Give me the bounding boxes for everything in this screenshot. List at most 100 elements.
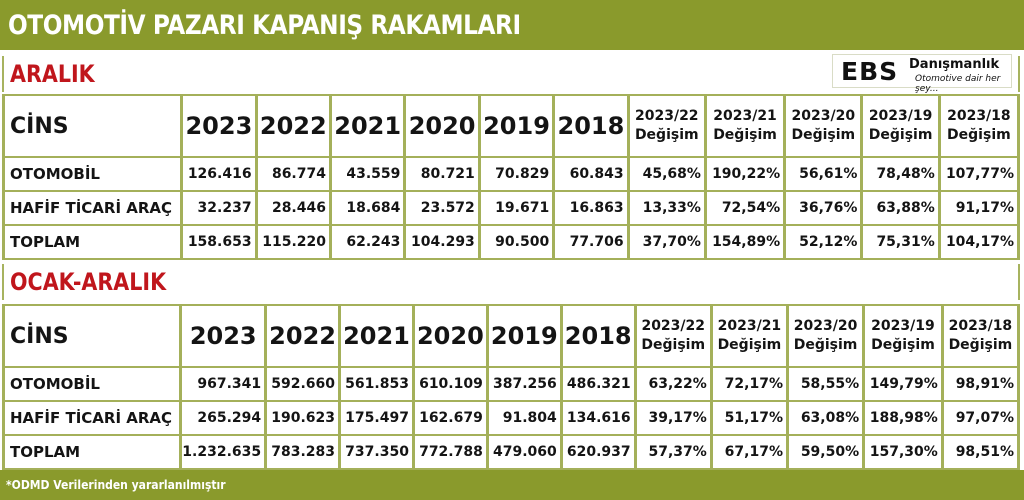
table-header-row: CİNS 2023 2022 2021 2020 2019 2018 2023/… xyxy=(5,96,1017,156)
cell: 479.060 xyxy=(488,436,560,468)
cell: 75,31% xyxy=(863,226,938,258)
cell: 36,76% xyxy=(786,192,861,224)
logo-mark: EBS xyxy=(841,57,899,86)
cell: 43.559 xyxy=(331,158,404,190)
header-change: 2023/20 Değişim xyxy=(788,306,863,366)
header-change: 2023/19 Değişim xyxy=(865,306,941,366)
logo-name: Danışmanlık xyxy=(909,57,1000,72)
change-period: 2023/20 xyxy=(791,108,856,124)
section-title: ARALIK xyxy=(10,60,95,88)
change-period: 2023/21 xyxy=(713,108,777,124)
change-period: 2023/21 xyxy=(717,318,782,334)
header-change: 2023/22 Değişim xyxy=(629,96,704,156)
cell: 149,79% xyxy=(865,368,941,400)
cell: 772.788 xyxy=(414,436,486,468)
cell: 115.220 xyxy=(257,226,329,258)
header-change: 2023/18 Değişim xyxy=(943,306,1017,366)
cell: 63,22% xyxy=(636,368,710,400)
cell: 91.804 xyxy=(488,402,560,434)
header-year: 2022 xyxy=(267,306,339,366)
cell: 91,17% xyxy=(940,192,1017,224)
cell: 58,55% xyxy=(788,368,863,400)
table-row: TOPLAM 1.232.635 783.283 737.350 772.788… xyxy=(5,436,1017,468)
cell: 610.109 xyxy=(414,368,486,400)
cell: 90.500 xyxy=(480,226,553,258)
cell: 62.243 xyxy=(331,226,404,258)
section-title: OCAK-ARALIK xyxy=(10,268,167,296)
cell: 190.623 xyxy=(267,402,339,434)
change-word: Değişim xyxy=(948,337,1013,353)
cell: 78,48% xyxy=(863,158,938,190)
cell: 51,17% xyxy=(712,402,786,434)
cell: 107,77% xyxy=(940,158,1017,190)
row-label: HAFİF TİCARİ ARAÇ xyxy=(5,192,181,224)
cell: 162.679 xyxy=(414,402,486,434)
change-period: 2023/22 xyxy=(634,108,699,124)
header-year: 2018 xyxy=(562,306,634,366)
row-label: HAFİF TİCARİ ARAÇ xyxy=(5,402,180,434)
cell: 77.706 xyxy=(555,226,627,258)
cell: 1.232.635 xyxy=(182,436,265,468)
cell: 265.294 xyxy=(182,402,265,434)
cell: 37,70% xyxy=(629,226,704,258)
cell: 98,91% xyxy=(943,368,1017,400)
cell: 737.350 xyxy=(341,436,412,468)
cell: 60.843 xyxy=(555,158,627,190)
change-word: Değişim xyxy=(713,127,777,143)
cell: 134.616 xyxy=(562,402,634,434)
cell: 86.774 xyxy=(257,158,329,190)
table-row: OTOMOBİL 967.341 592.660 561.853 610.109… xyxy=(5,368,1017,400)
cell: 39,17% xyxy=(636,402,710,434)
header-year: 2020 xyxy=(414,306,486,366)
cell: 190,22% xyxy=(706,158,784,190)
header-change: 2023/22 Değişim xyxy=(636,306,710,366)
change-period: 2023/19 xyxy=(871,318,935,334)
header-change: 2023/18 Değişim xyxy=(940,96,1017,156)
logo-slogan: Otomotive dair her şey... xyxy=(915,74,1001,94)
table-ocak-aralik: CİNS 2023 2022 2021 2020 2019 2018 2023/… xyxy=(2,304,1020,470)
table-aralik: CİNS 2023 2022 2021 2020 2019 2018 2023/… xyxy=(2,94,1020,260)
cell: 157,30% xyxy=(865,436,941,468)
cell: 28.446 xyxy=(257,192,329,224)
change-period: 2023/22 xyxy=(641,318,706,334)
cell: 72,54% xyxy=(706,192,784,224)
cell: 783.283 xyxy=(267,436,339,468)
header-cins: CİNS xyxy=(5,96,181,156)
cell: 967.341 xyxy=(182,368,265,400)
footer-note: *ODMD Verilerinden yararlanılmıştır xyxy=(6,478,226,492)
cell: 13,33% xyxy=(629,192,704,224)
header-year: 2022 xyxy=(257,96,329,156)
section-label-ocak-aralik: OCAK-ARALIK xyxy=(2,264,1020,300)
footer-bar: *ODMD Verilerinden yararlanılmıştır xyxy=(0,470,1024,500)
cell: 486.321 xyxy=(562,368,634,400)
cell: 387.256 xyxy=(488,368,560,400)
header-year: 2019 xyxy=(480,96,553,156)
cell: 158.653 xyxy=(183,226,255,258)
row-label: TOPLAM xyxy=(5,226,181,258)
cell: 188,98% xyxy=(865,402,941,434)
cell: 154,89% xyxy=(706,226,784,258)
header-change: 2023/21 Değişim xyxy=(712,306,786,366)
change-word: Değişim xyxy=(793,337,858,353)
cell: 620.937 xyxy=(562,436,634,468)
cell: 19.671 xyxy=(480,192,553,224)
row-label: TOPLAM xyxy=(5,436,180,468)
header-year: 2020 xyxy=(406,96,478,156)
header-change: 2023/21 Değişim xyxy=(706,96,784,156)
section-label-aralik: ARALIK xyxy=(2,56,1020,92)
title-bar: OTOMOTİV PAZARI KAPANIŞ RAKAMLARI xyxy=(0,0,1024,50)
header-change: 2023/19 Değişim xyxy=(863,96,938,156)
page-title: OTOMOTİV PAZARI KAPANIŞ RAKAMLARI xyxy=(8,9,521,41)
table-row: HAFİF TİCARİ ARAÇ 265.294 190.623 175.49… xyxy=(5,402,1017,434)
cell: 32.237 xyxy=(183,192,255,224)
table-header-row: CİNS 2023 2022 2021 2020 2019 2018 2023/… xyxy=(5,306,1017,366)
change-period: 2023/18 xyxy=(948,318,1013,334)
cell: 16.863 xyxy=(555,192,627,224)
header-year: 2019 xyxy=(488,306,560,366)
cell: 18.684 xyxy=(331,192,404,224)
change-word: Değişim xyxy=(871,337,935,353)
cell: 175.497 xyxy=(341,402,412,434)
cell: 63,08% xyxy=(788,402,863,434)
table-row: OTOMOBİL 126.416 86.774 43.559 80.721 70… xyxy=(5,158,1017,190)
